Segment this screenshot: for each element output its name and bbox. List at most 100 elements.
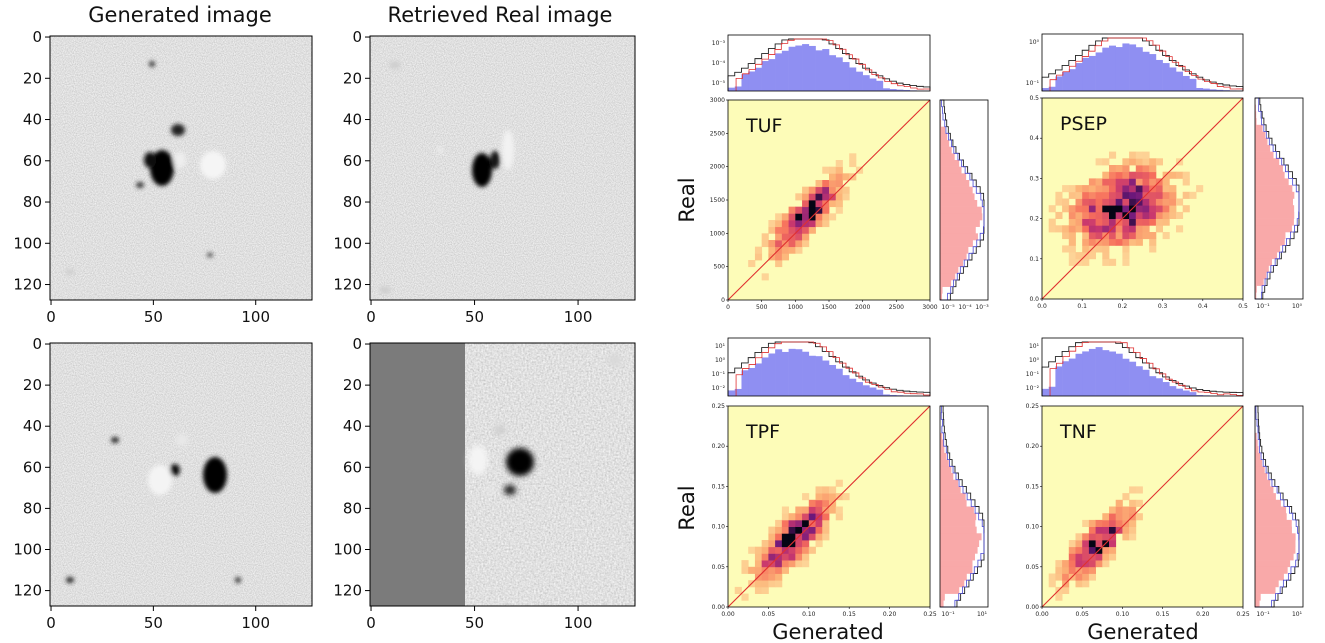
heatmap-bin bbox=[795, 213, 803, 221]
heatmap-bin bbox=[1075, 185, 1083, 193]
heatmap-bin bbox=[1068, 566, 1076, 574]
magnetogram-generated-top bbox=[49, 35, 313, 301]
heatmap-bin bbox=[1169, 191, 1177, 199]
heatmap-bin bbox=[795, 546, 803, 554]
heatmap-bin bbox=[802, 186, 810, 194]
heatmap-bin bbox=[835, 506, 843, 514]
heatmap-bin bbox=[1122, 225, 1130, 233]
heatmap-bin bbox=[1149, 232, 1157, 240]
real-hist-bar bbox=[1255, 560, 1291, 568]
image-ytick-label: 120 bbox=[333, 276, 362, 294]
generated-hist-bar bbox=[1135, 366, 1143, 396]
real-hist-bar bbox=[1255, 566, 1288, 574]
real-hist-bar bbox=[940, 186, 973, 194]
heatmap-bin bbox=[1055, 573, 1063, 581]
real-hist-bar bbox=[1255, 278, 1264, 286]
heatmap-ytick-label: 0.15 bbox=[1026, 483, 1040, 490]
generated-hist-bar bbox=[876, 389, 884, 396]
heatmap-bin bbox=[754, 580, 763, 588]
generated-hist-bar bbox=[748, 71, 756, 91]
heatmap-bin bbox=[1068, 540, 1076, 548]
heatmap-ytick-label: 2500 bbox=[710, 130, 725, 137]
heatmap-bin bbox=[1122, 506, 1130, 514]
heatmap-bin bbox=[835, 479, 843, 487]
heatmap-bin bbox=[1075, 580, 1083, 588]
heatmap-bin bbox=[775, 526, 783, 534]
heatmap-bin bbox=[829, 173, 837, 181]
density-panel-tnf: TNF 0.00 0.05 0.10 0.15 0.20 0.25 0.00 0.05 0.10 0… bbox=[1026, 337, 1304, 618]
heatmap-bin bbox=[768, 546, 776, 554]
generated-hist-bar bbox=[775, 349, 783, 396]
heatmap-bin bbox=[788, 226, 796, 234]
heatmap-bin bbox=[1122, 171, 1130, 179]
real-hist-bar bbox=[940, 273, 956, 281]
heatmap-bin bbox=[802, 546, 810, 554]
real-hist-bar bbox=[1255, 546, 1296, 554]
heatmap-bin bbox=[1129, 238, 1137, 246]
real-hist-bar bbox=[940, 513, 977, 521]
histogram-frame bbox=[727, 337, 931, 397]
heatmap-bin bbox=[808, 193, 816, 201]
heatmap-bin bbox=[1155, 225, 1163, 233]
heatmap-bin bbox=[795, 233, 803, 241]
heatmap-bin bbox=[1162, 205, 1170, 213]
heatmap-xtick-label: 1000 bbox=[788, 304, 803, 311]
heatmap-bin bbox=[1122, 493, 1130, 501]
heatmap-bin bbox=[1162, 211, 1170, 219]
panel-label: TPF bbox=[745, 421, 780, 443]
heatmap-bin bbox=[1068, 560, 1076, 568]
image-xtick-label: 50 bbox=[465, 614, 484, 632]
generated-hist-bar bbox=[1109, 351, 1116, 396]
heatmap-bin bbox=[768, 240, 776, 248]
heatmap-bin bbox=[775, 540, 783, 548]
generated-hist-bar bbox=[775, 53, 783, 91]
real-hist-bar bbox=[940, 439, 944, 447]
heatmap-bin bbox=[835, 166, 843, 174]
real-hist-bar bbox=[940, 493, 966, 501]
heatmap-bin bbox=[1129, 158, 1137, 166]
identity-line bbox=[727, 99, 931, 301]
heatmap-bin bbox=[1149, 171, 1157, 179]
heatmap-bin bbox=[1048, 218, 1056, 226]
heatmap-bin bbox=[815, 519, 823, 527]
generated-hist-bar bbox=[741, 370, 749, 396]
generated-hist-bar bbox=[1129, 44, 1137, 91]
generated-hist-bar bbox=[1189, 78, 1197, 91]
heatmap-bin bbox=[768, 526, 776, 534]
heatmap-bin bbox=[1149, 178, 1157, 186]
heatmap-bin bbox=[1082, 245, 1090, 253]
histogram-frame bbox=[939, 99, 989, 301]
image-ytick-label: 40 bbox=[23, 417, 42, 435]
heatmap-bin bbox=[802, 560, 810, 568]
heatmap-bin bbox=[1142, 185, 1150, 193]
histogram-frame bbox=[1041, 33, 1244, 92]
generated-hist-bar bbox=[1202, 88, 1210, 91]
heatmap-bin bbox=[1115, 171, 1123, 179]
generated-hist-bar bbox=[855, 382, 863, 396]
real-hist-bar bbox=[940, 120, 942, 127]
real-hist-bar bbox=[940, 533, 982, 541]
generated-hist-bar bbox=[882, 394, 890, 396]
heatmap-bin bbox=[1149, 165, 1157, 173]
heatmap-bin bbox=[835, 200, 843, 208]
heatmap-bin bbox=[788, 246, 796, 254]
heatmap-bin bbox=[1182, 205, 1190, 213]
heatmap-bin bbox=[1115, 165, 1123, 173]
heatmap-bin bbox=[1088, 232, 1096, 240]
heatmap-bin bbox=[1129, 218, 1137, 226]
heatmap-bin bbox=[1082, 519, 1090, 527]
col-title-real: Retrieved Real image bbox=[388, 3, 613, 27]
generated-hist-bar bbox=[795, 349, 803, 396]
generated-hist-bar bbox=[802, 351, 810, 396]
top-hist-tick-label: 10⁻² bbox=[712, 385, 726, 392]
image-ytick-label: 20 bbox=[23, 69, 42, 87]
heatmap-bin bbox=[1129, 486, 1137, 494]
heatmap-bin bbox=[1122, 158, 1130, 166]
side-histogram: 10⁻¹ 10¹ bbox=[1254, 405, 1304, 618]
real-hist-outline bbox=[940, 99, 985, 301]
image-ytick-label: 0 bbox=[352, 335, 362, 353]
heatmap-bin bbox=[1135, 238, 1143, 246]
generated-hist-outline bbox=[940, 99, 985, 301]
heatmap-bin bbox=[1162, 191, 1170, 199]
heatmap-bin bbox=[1075, 540, 1083, 548]
